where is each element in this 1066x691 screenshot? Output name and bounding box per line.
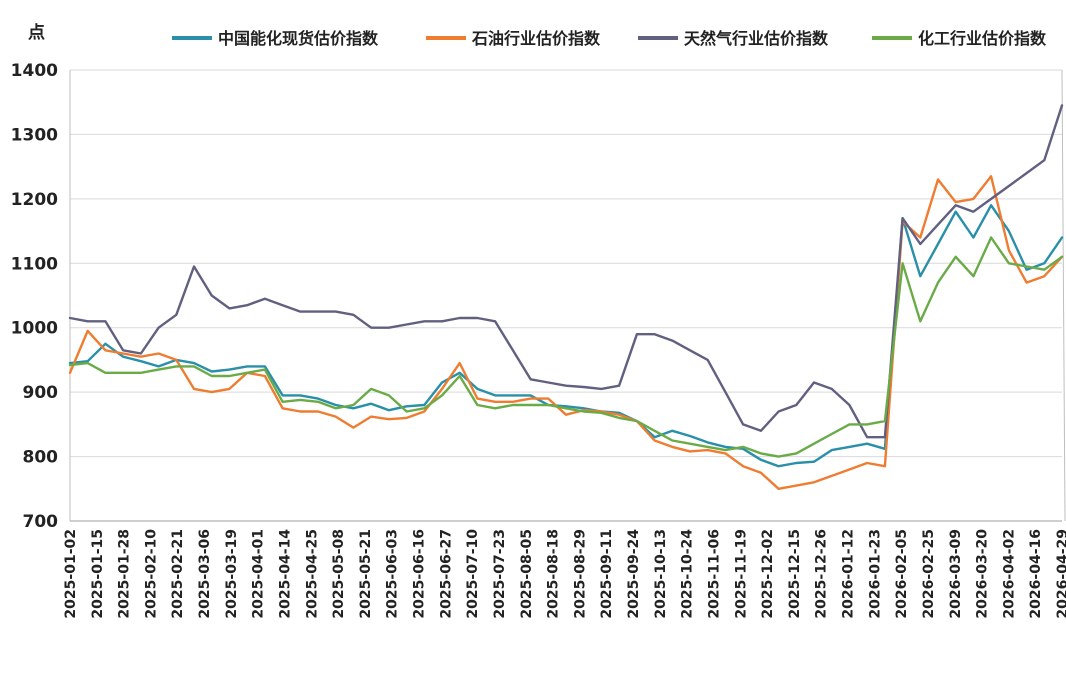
x-tick-label: 2025-08-18	[546, 529, 562, 619]
x-tick-labels: 2025-01-02 2025-01-15 2025-01-28 2025-02-10…	[63, 529, 1066, 619]
x-tick-label: 2025-01-02	[63, 529, 79, 619]
x-tick-label: 2025-08-05	[519, 529, 535, 619]
grid	[70, 69, 1062, 458]
y-tick-label: 900	[23, 383, 59, 403]
x-tick-label: 2026-02-05	[894, 529, 910, 619]
x-tick-label: 2025-04-14	[277, 529, 293, 619]
x-tick-label: 2026-04-29	[1055, 529, 1066, 619]
legend: 中国能化现货估价指数 石油行业估价指数 天然气行业估价指数 化工行业估价指数	[172, 29, 1047, 48]
legend-label-2: 天然气行业估价指数	[684, 29, 829, 48]
x-tick-label: 2025-12-26	[814, 529, 830, 619]
x-tick-label: 2025-11-19	[733, 529, 749, 619]
x-tick-label: 2025-01-15	[90, 529, 106, 619]
x-tick-label: 2025-02-10	[143, 529, 159, 619]
x-tick-label: 2026-01-12	[841, 529, 857, 619]
x-tick-label: 2026-04-02	[1001, 529, 1017, 619]
x-tick-label: 2025-07-23	[492, 529, 508, 619]
x-tick-label: 2025-09-24	[626, 529, 642, 619]
x-tick-label: 2025-01-28	[117, 529, 133, 619]
series-line-3	[68, 236, 1064, 458]
x-tick-label: 2025-06-27	[438, 529, 454, 619]
x-tick-label: 2025-12-15	[787, 529, 803, 619]
x-tick-label: 2026-03-20	[975, 529, 991, 619]
series-line-1	[68, 175, 1064, 490]
x-tick-label: 2026-03-09	[948, 529, 964, 619]
x-tick-label: 2025-04-01	[251, 529, 267, 619]
legend-label-0: 中国能化现货估价指数	[218, 29, 379, 48]
y-tick-label: 800	[23, 448, 59, 468]
x-tick-label: 2025-10-24	[680, 529, 696, 619]
y-tick-label: 1200	[11, 190, 58, 210]
series-line-0	[68, 204, 1064, 468]
x-tick-label: 2025-08-29	[572, 529, 588, 619]
x-tick-label: 2025-12-02	[760, 529, 776, 619]
series-line-2	[68, 104, 1064, 439]
y-axis-label: 点	[28, 22, 45, 43]
x-tick-label: 2025-11-06	[706, 529, 722, 619]
x-tick-label: 2025-04-25	[304, 529, 320, 619]
y-tick-label: 1400	[11, 61, 58, 81]
y-tick-label: 1300	[11, 125, 58, 145]
axes	[69, 69, 1066, 522]
y-tick-label: 1100	[11, 254, 58, 274]
x-tick-label: 2026-02-25	[921, 529, 937, 619]
x-tick-label: 2025-05-21	[358, 529, 374, 619]
x-tick-label: 2025-10-13	[653, 529, 669, 619]
right-edge	[1061, 69, 1066, 522]
legend-label-1: 石油行业估价指数	[471, 29, 601, 48]
x-tick-label: 2025-05-08	[331, 529, 347, 619]
legend-label-3: 化工行业估价指数	[918, 29, 1047, 48]
x-tick-label: 2025-06-16	[412, 529, 428, 619]
x-tick-label: 2025-03-19	[224, 529, 240, 619]
x-tick-label: 2025-09-11	[599, 529, 615, 619]
y-tick-labels: 700 800 900 1000 1100 1200 1300 1400	[11, 61, 58, 532]
x-tick-label: 2025-03-06	[197, 529, 213, 619]
series-lines	[68, 104, 1064, 490]
x-tick-label: 2025-02-21	[170, 529, 186, 619]
y-tick-label: 700	[23, 512, 59, 532]
x-tick-label: 2025-07-10	[465, 529, 481, 619]
x-tick-label: 2026-01-23	[867, 529, 883, 619]
y-tick-label: 1000	[11, 319, 58, 339]
x-tick-label: 2025-06-03	[385, 529, 401, 619]
x-tick-label: 2026-04-16	[1028, 529, 1044, 619]
